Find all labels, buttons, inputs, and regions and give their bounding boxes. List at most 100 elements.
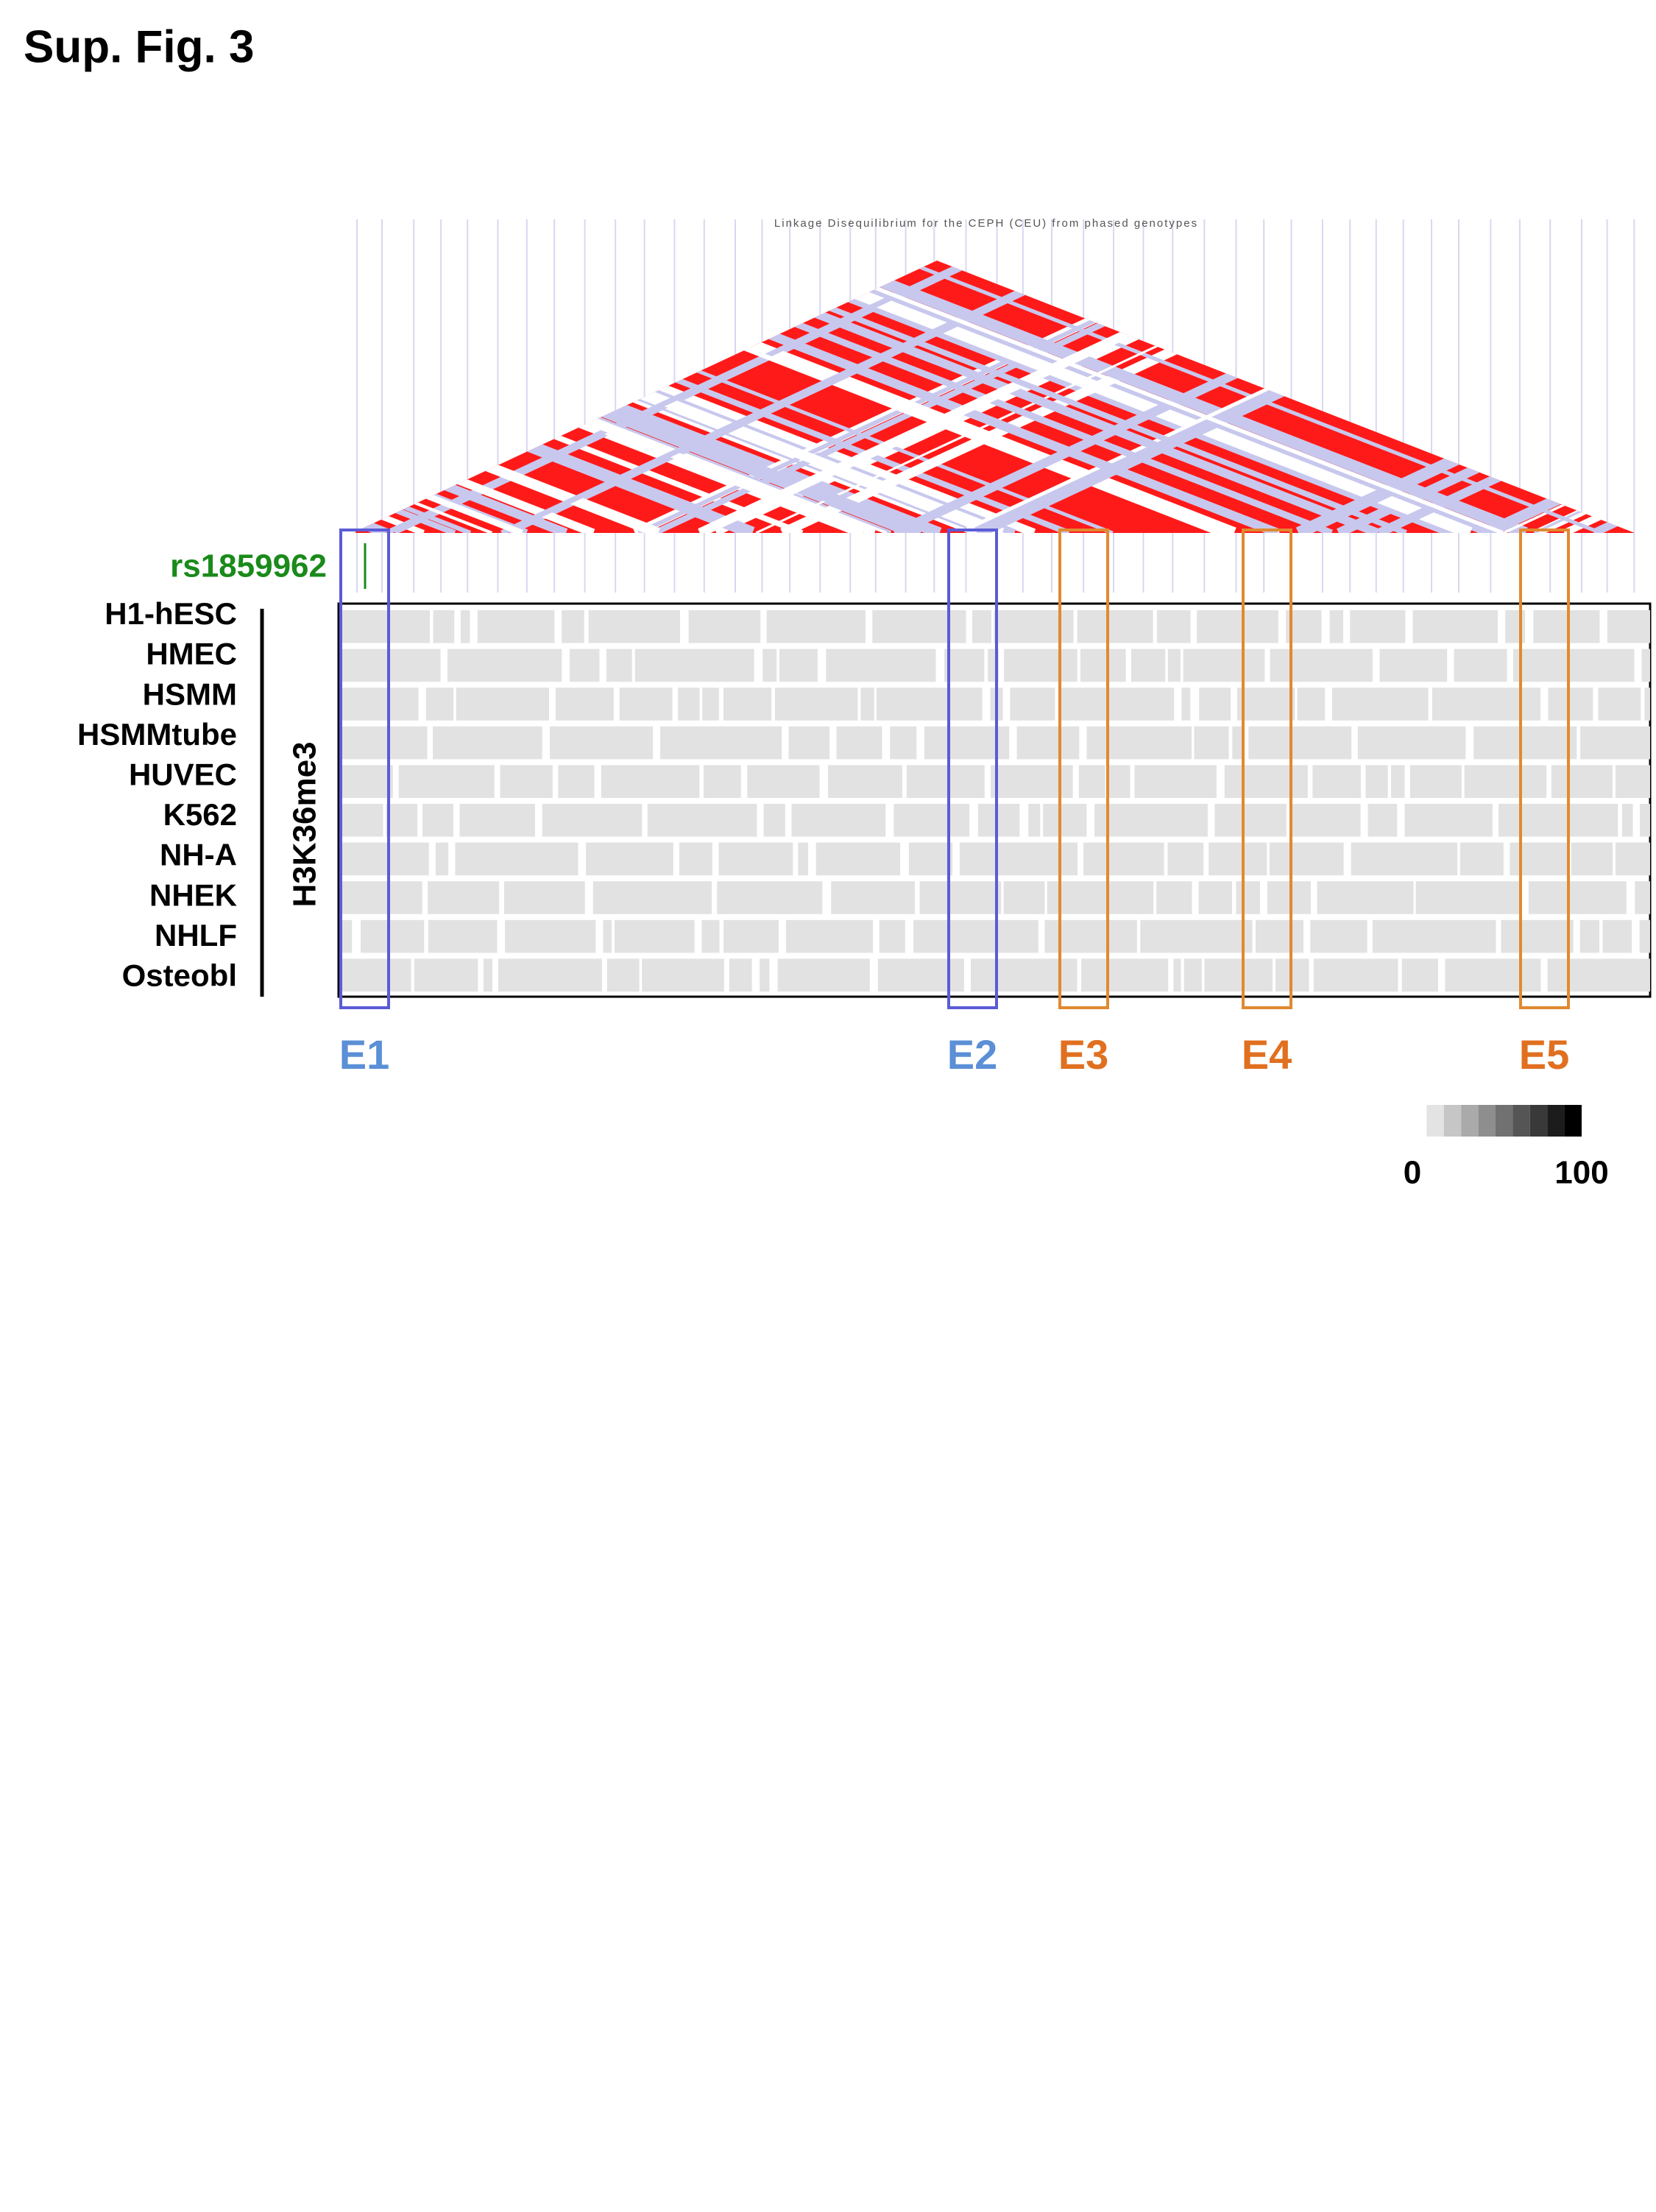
track-block xyxy=(433,610,455,643)
track-block xyxy=(1379,649,1448,682)
track-block xyxy=(1010,688,1055,721)
track-block xyxy=(340,649,441,682)
track-block xyxy=(619,688,673,721)
legend-swatch xyxy=(1478,1105,1496,1137)
legend-swatch xyxy=(1529,1105,1548,1137)
region-label: E1 xyxy=(339,1031,390,1078)
track-block xyxy=(894,804,970,837)
track-block xyxy=(1367,804,1398,837)
track-block xyxy=(1607,610,1650,643)
legend-swatch xyxy=(1426,1105,1444,1137)
track-block xyxy=(550,726,654,760)
track-block xyxy=(1081,958,1169,992)
track-block xyxy=(340,958,411,992)
track-block xyxy=(798,842,808,876)
track-block xyxy=(678,688,700,721)
cell-line-label: NHLF xyxy=(155,918,237,953)
track-block xyxy=(447,649,562,682)
ld-stripe xyxy=(493,261,1528,533)
snp-label: rs1859962 xyxy=(170,548,327,584)
track-block xyxy=(860,688,874,721)
track-block xyxy=(1183,958,1202,992)
track-block xyxy=(606,958,640,992)
legend-swatch xyxy=(1461,1105,1479,1137)
track-block xyxy=(558,765,595,798)
track-block xyxy=(1236,881,1261,914)
track-block xyxy=(586,842,673,876)
track-block xyxy=(1317,881,1414,914)
track-block xyxy=(425,688,454,721)
track-block xyxy=(703,765,741,798)
track-block xyxy=(1473,726,1577,760)
track-block xyxy=(340,610,430,643)
ld-stripe xyxy=(1476,261,1635,533)
ld-stripe xyxy=(500,261,1534,533)
track-block xyxy=(1641,649,1650,682)
ld-stripe xyxy=(353,261,523,533)
track-block xyxy=(435,842,449,876)
cell-line-label: Osteobl xyxy=(122,958,237,992)
cell-line-label: NHEK xyxy=(149,877,237,912)
track-block xyxy=(459,804,535,837)
track-block xyxy=(1181,688,1191,721)
track-block xyxy=(1198,881,1232,914)
ld-stripe xyxy=(353,261,865,533)
track-block xyxy=(906,765,985,798)
track-block xyxy=(763,804,785,837)
track-block xyxy=(977,804,1020,837)
track-block xyxy=(340,765,393,798)
track-block xyxy=(1332,688,1429,721)
track-block xyxy=(815,842,901,876)
track-block xyxy=(766,610,866,643)
track-block xyxy=(1459,842,1504,876)
ld-stripe xyxy=(353,261,455,533)
track-block xyxy=(1236,688,1295,721)
track-block xyxy=(1028,804,1041,837)
ld-stripe xyxy=(353,261,568,533)
track-block xyxy=(498,958,602,992)
figure-label: Sup. Fig. 3 xyxy=(24,21,254,72)
track-block xyxy=(1214,804,1287,837)
track-block xyxy=(588,610,680,643)
track-block xyxy=(1602,919,1632,953)
track-block xyxy=(398,765,495,798)
cell-line-label: HSMMtube xyxy=(77,717,237,752)
mark-label: H3K36me3 xyxy=(287,741,323,907)
ld-stripe xyxy=(353,261,528,533)
track-block xyxy=(879,919,905,953)
track-block xyxy=(785,919,873,953)
ld-stripe xyxy=(437,261,1473,533)
ld-title: Linkage Disequilibrium for the CEPH (CEU… xyxy=(774,217,1198,230)
track-block xyxy=(1167,842,1204,876)
track-block xyxy=(1412,610,1498,643)
ld-stripe xyxy=(353,261,472,533)
track-block xyxy=(1130,649,1166,682)
track-block xyxy=(1579,919,1600,953)
track-block xyxy=(774,688,858,721)
track-block xyxy=(1173,958,1181,992)
track-block xyxy=(414,958,478,992)
cell-line-label: H1-hESC xyxy=(105,596,237,631)
track-block xyxy=(1297,688,1326,721)
region-label: E3 xyxy=(1058,1031,1109,1078)
track-block xyxy=(361,919,425,953)
track-block xyxy=(836,726,882,760)
track-block xyxy=(456,688,549,721)
track-block xyxy=(477,610,555,643)
track-block xyxy=(1310,919,1367,953)
track-block xyxy=(615,919,695,953)
region-box xyxy=(1519,529,1570,1009)
ld-stripe xyxy=(1563,261,1635,533)
track-block xyxy=(1432,688,1541,721)
track-block xyxy=(872,610,966,643)
track-block xyxy=(455,842,578,876)
legend-swatch xyxy=(1564,1105,1582,1137)
track-block xyxy=(994,610,1074,643)
track-block xyxy=(1167,649,1181,682)
track-block xyxy=(1209,842,1267,876)
track-block xyxy=(1415,881,1521,914)
track-block xyxy=(788,726,830,760)
track-block xyxy=(428,919,498,953)
track-block xyxy=(1232,726,1243,760)
region-box xyxy=(339,529,390,1009)
